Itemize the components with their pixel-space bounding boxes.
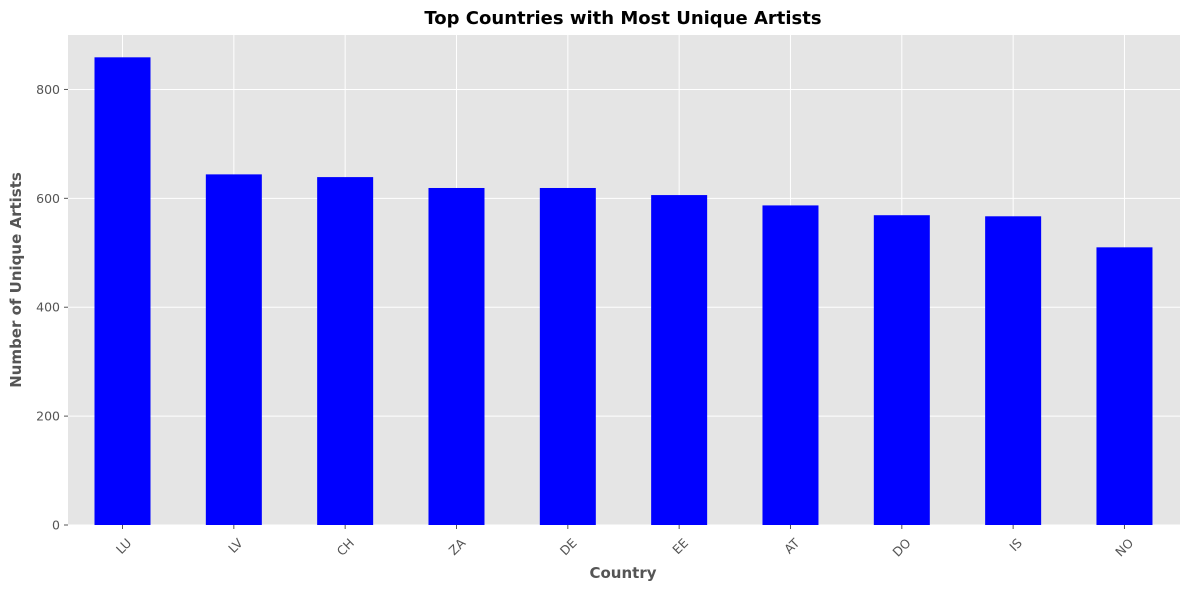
x-tick-label: AT xyxy=(781,535,803,557)
x-tick-label: DE xyxy=(557,535,580,558)
x-tick-label: ZA xyxy=(446,535,469,558)
bar-de xyxy=(539,187,596,525)
chart-title: Top Countries with Most Unique Artists xyxy=(424,8,821,29)
bar-lv xyxy=(205,174,262,525)
x-tick-label: LU xyxy=(113,535,135,557)
bar-is xyxy=(985,216,1042,526)
x-tick-labels: LU LV CH ZA DE EE AT DO IS NO xyxy=(113,525,1136,560)
x-tick-label: NO xyxy=(1112,535,1136,559)
bars xyxy=(94,57,1153,526)
x-tick-label: LV xyxy=(225,535,246,556)
x-tick-label: IS xyxy=(1006,535,1025,554)
x-axis-label: Country xyxy=(589,564,656,582)
bar-za xyxy=(428,187,485,525)
y-tick-label: 400 xyxy=(36,300,60,315)
x-tick-label: EE xyxy=(669,535,691,557)
y-tick-label: 200 xyxy=(36,409,60,424)
y-tick-label: 800 xyxy=(36,82,60,97)
y-tick-label: 0 xyxy=(52,518,60,533)
x-tick-label: DO xyxy=(889,535,913,559)
bar-at xyxy=(762,205,819,525)
x-tick-label: CH xyxy=(334,535,357,558)
bar-no xyxy=(1096,247,1153,526)
bar-ee xyxy=(651,195,708,526)
bar-do xyxy=(873,215,930,525)
y-tick-label: 600 xyxy=(36,191,60,206)
y-axis-label: Number of Unique Artists xyxy=(7,172,25,388)
bar-lu xyxy=(94,57,151,525)
y-tick-labels: 0 200 400 600 800 xyxy=(36,82,68,533)
bar-ch xyxy=(317,177,374,525)
